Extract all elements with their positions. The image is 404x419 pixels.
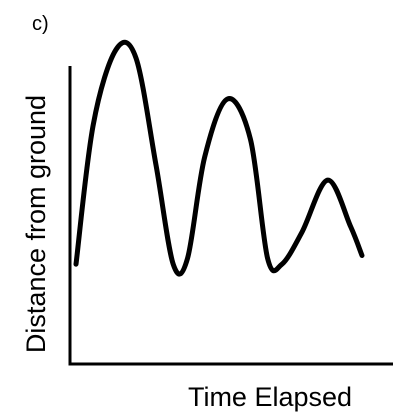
- plot-area: [68, 39, 393, 366]
- y-axis-title: Distance from ground: [21, 95, 51, 353]
- x-axis-title: Time Elapsed: [188, 382, 352, 412]
- panel-label: c): [32, 13, 49, 35]
- series-line: [73, 39, 365, 277]
